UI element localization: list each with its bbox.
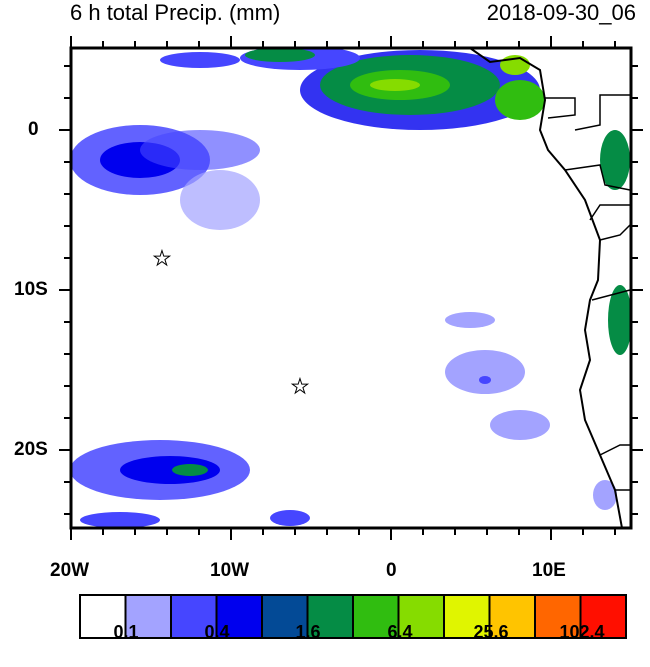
star-marker: ★ ★: [153, 248, 310, 399]
colorbar-swatch: [579, 594, 627, 639]
colorbar-swatch: [397, 594, 445, 639]
colorbar-label: 25.6: [473, 622, 509, 642]
colorbar: [79, 594, 627, 639]
precip-field: [71, 48, 631, 528]
map-datetime: 2018-09-30_06: [486, 0, 636, 25]
lon-label: 10E: [532, 560, 566, 581]
colorbar-label: 0.4: [204, 622, 230, 642]
lon-label: 10W: [210, 560, 250, 581]
colorbar-label: 1.6: [295, 622, 321, 642]
lon-label: 0: [386, 560, 397, 581]
svg-text:★: ★: [291, 376, 309, 398]
map-title: 6 h total Precip. (mm): [70, 0, 281, 25]
svg-text:★: ★: [153, 248, 171, 270]
colorbar-swatch: [261, 594, 309, 639]
colorbar-swatch: [79, 594, 127, 639]
colorbar-swatch: [124, 594, 172, 639]
colorbar-swatch: [170, 594, 218, 639]
colorbar-swatch: [443, 594, 491, 639]
lat-label: 0: [28, 119, 39, 140]
colorbar-label: 102.4: [559, 622, 605, 642]
colorbar-label: 6.4: [387, 622, 413, 642]
lon-label: 20W: [50, 560, 90, 581]
map-frame: [69, 46, 633, 530]
colorbar-swatch: [534, 594, 582, 639]
colorbar-label: 0.1: [113, 622, 139, 642]
lat-label: 10S: [14, 279, 48, 300]
lat-label: 20S: [14, 439, 48, 460]
